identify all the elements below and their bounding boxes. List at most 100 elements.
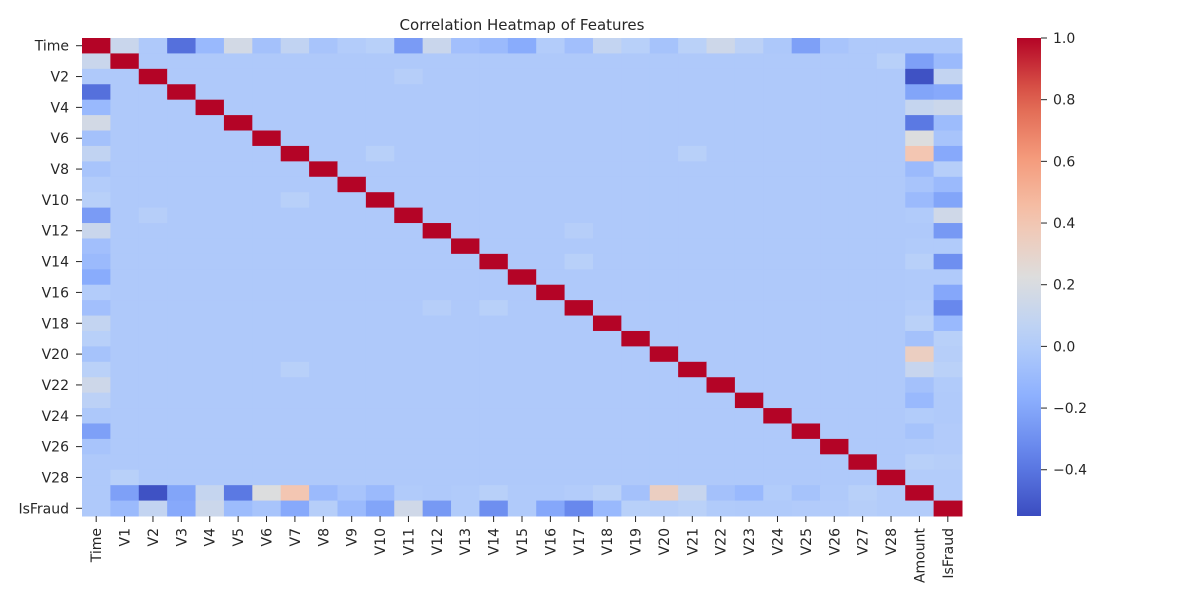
heatmap-cell <box>706 469 736 486</box>
heatmap-cell <box>365 500 395 517</box>
x-tick-label: V23 <box>742 528 758 555</box>
heatmap-cell <box>933 253 963 270</box>
heatmap-cell <box>451 223 480 239</box>
heatmap-cell <box>223 284 253 301</box>
heatmap-cell <box>905 454 935 471</box>
heatmap-cell <box>223 207 253 224</box>
heatmap-cell <box>394 284 424 301</box>
heatmap-cell <box>876 361 906 378</box>
heatmap-cell <box>365 38 395 54</box>
heatmap-cell <box>138 408 168 424</box>
heatmap-cell <box>394 38 424 54</box>
y-tick-label: V20 <box>42 347 69 363</box>
x-tick-label: V6 <box>260 528 276 547</box>
heatmap-cell <box>479 315 509 332</box>
heatmap-cell <box>365 346 395 363</box>
heatmap-cell <box>763 53 793 70</box>
heatmap-cell <box>763 284 793 301</box>
heatmap-cell <box>280 392 310 409</box>
heatmap-cell <box>394 84 424 101</box>
heatmap-cell <box>876 392 906 409</box>
y-tick-label: V28 <box>42 470 69 486</box>
heatmap-cell <box>110 99 140 116</box>
heatmap-cell <box>848 315 878 332</box>
heatmap-cell <box>564 300 594 317</box>
heatmap-cell <box>167 68 197 85</box>
heatmap-cell <box>706 53 736 70</box>
heatmap-cell <box>252 238 282 255</box>
heatmap-cell <box>649 454 679 471</box>
heatmap-cell <box>252 269 282 286</box>
heatmap-cell <box>337 438 367 455</box>
heatmap-cell <box>763 438 793 455</box>
heatmap-cell <box>195 454 225 471</box>
heatmap-cell <box>820 99 849 116</box>
heatmap-cell <box>479 192 509 209</box>
heatmap-cell <box>791 469 821 486</box>
heatmap-cell <box>394 330 424 347</box>
heatmap-cell <box>479 238 509 255</box>
chart-title: Correlation Heatmap of Features <box>400 16 645 34</box>
heatmap-cell <box>678 408 708 424</box>
heatmap-cell <box>195 207 225 224</box>
heatmap-cell <box>678 192 708 209</box>
heatmap-cell <box>365 84 395 101</box>
heatmap-cell <box>876 500 906 517</box>
heatmap-cell <box>763 346 793 363</box>
heatmap-cell <box>252 500 282 517</box>
heatmap-cell <box>167 300 197 317</box>
heatmap-cell <box>337 207 367 224</box>
heatmap-cell <box>309 68 338 85</box>
heatmap-cell <box>422 176 452 193</box>
heatmap-cell <box>195 346 225 363</box>
heatmap-cell <box>706 99 736 116</box>
heatmap-cell <box>82 454 111 471</box>
heatmap-cell <box>337 330 367 347</box>
heatmap-cell <box>763 392 793 409</box>
heatmap-cell <box>309 84 338 101</box>
heatmap-cell <box>422 53 452 70</box>
heatmap-cell <box>763 176 793 193</box>
heatmap-cell <box>564 269 594 286</box>
heatmap-cell <box>507 161 537 178</box>
heatmap-cell <box>110 408 140 424</box>
heatmap-cell <box>905 423 935 440</box>
x-tick-label: V26 <box>827 528 843 555</box>
y-tick-label: V12 <box>42 224 69 240</box>
heatmap-cell <box>280 130 310 147</box>
heatmap-cell <box>933 238 963 255</box>
heatmap-cell <box>195 115 225 132</box>
heatmap-cell <box>110 284 140 301</box>
heatmap-cell <box>536 38 566 54</box>
heatmap-cell <box>734 408 764 424</box>
heatmap-cell <box>564 315 594 332</box>
heatmap-cell <box>280 161 310 178</box>
heatmap-cell <box>536 223 566 239</box>
heatmap-cell <box>138 423 168 440</box>
heatmap-cell <box>536 438 566 455</box>
heatmap-cell <box>933 423 963 440</box>
y-tick-label: V24 <box>42 409 69 425</box>
heatmap-cell <box>365 115 395 132</box>
heatmap-cell <box>621 253 651 270</box>
x-tick-label: V14 <box>487 528 503 555</box>
heatmap-cell <box>252 130 282 147</box>
heatmap-cell <box>479 454 509 471</box>
heatmap-cell <box>678 115 708 132</box>
heatmap-cell <box>763 500 793 517</box>
heatmap-cell <box>592 145 622 162</box>
heatmap-cell <box>365 253 395 270</box>
heatmap-cell <box>706 377 736 394</box>
heatmap-cell <box>82 115 111 132</box>
heatmap-cell <box>876 223 906 239</box>
heatmap-cell <box>820 469 849 486</box>
heatmap-cell <box>223 68 253 85</box>
heatmap-cell <box>706 361 736 378</box>
heatmap-cell <box>479 500 509 517</box>
heatmap-cell <box>649 53 679 70</box>
heatmap-cell <box>280 300 310 317</box>
heatmap-cell <box>649 330 679 347</box>
heatmap-cell <box>734 145 764 162</box>
heatmap-cell <box>479 438 509 455</box>
heatmap-cell <box>649 176 679 193</box>
